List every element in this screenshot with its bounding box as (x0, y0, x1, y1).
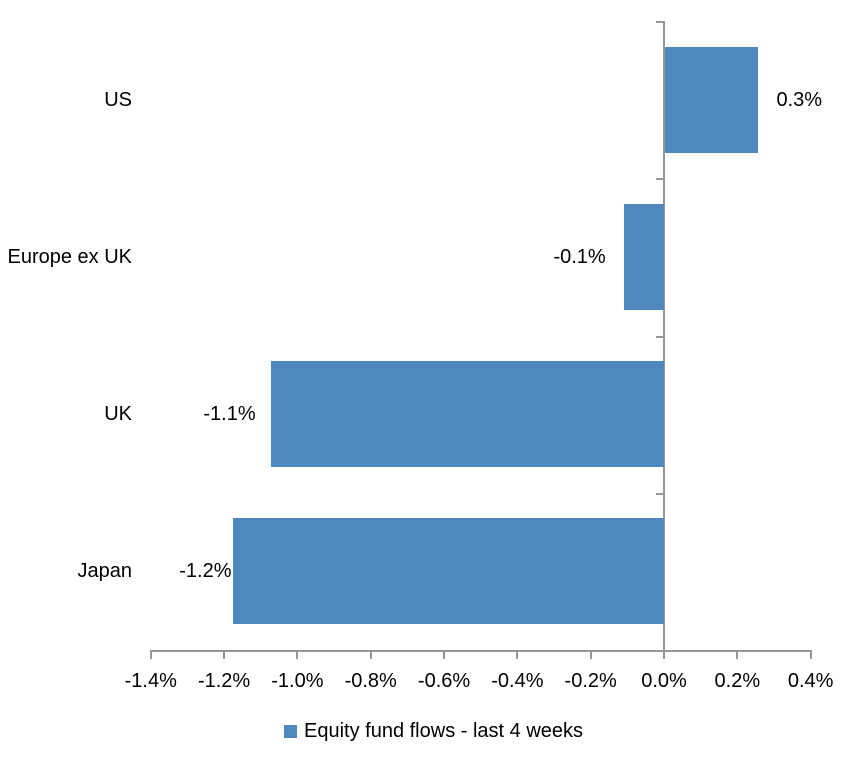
category-label: UK (104, 403, 132, 426)
x-tick-label: 0.2% (714, 670, 761, 692)
category-label: US (104, 88, 132, 111)
x-tick (589, 652, 592, 659)
category-label: Europe ex UK (7, 245, 132, 268)
category-tick (656, 492, 663, 495)
x-tick-label: -0.6% (417, 670, 471, 692)
x-tick (223, 652, 226, 659)
legend-label: Equity fund flows - last 4 weeks (304, 720, 584, 742)
legend-swatch-icon (284, 724, 297, 738)
bar-us (665, 46, 759, 153)
category-label: Japan (77, 560, 133, 583)
category-tick (656, 335, 663, 338)
x-tick (516, 652, 519, 659)
bar-uk (270, 361, 664, 468)
x-tick-label: -1.2% (197, 670, 251, 692)
bar-value-label: -1.2% (179, 560, 232, 583)
y-axis-line (663, 21, 665, 659)
bar-japan (232, 518, 664, 625)
legend: Equity fund flows - last 4 weeks (284, 718, 583, 744)
x-tick-label: -0.2% (564, 670, 617, 692)
x-tick (443, 652, 446, 659)
x-tick (149, 652, 152, 659)
x-axis-line (149, 650, 812, 652)
x-tick-label: -0.4% (491, 670, 544, 692)
x-tick-label: 0.4% (787, 670, 834, 692)
x-tick (663, 652, 665, 659)
bar-value-label: -1.1% (203, 403, 256, 426)
x-tick (809, 652, 812, 659)
x-tick-label: -1.0% (271, 670, 324, 692)
bar-value-label: -0.1% (553, 245, 606, 268)
x-tick-label: -1.4% (124, 670, 177, 692)
x-tick-label: -0.8% (344, 670, 397, 692)
category-tick (656, 178, 663, 181)
x-tick (369, 652, 372, 659)
x-tick (296, 652, 299, 659)
x-tick (736, 652, 739, 659)
bar-europe-ex-uk (623, 203, 664, 310)
category-tick (656, 21, 663, 23)
bar-value-label: 0.3% (776, 88, 823, 111)
x-tick-label: 0.0% (641, 670, 687, 692)
